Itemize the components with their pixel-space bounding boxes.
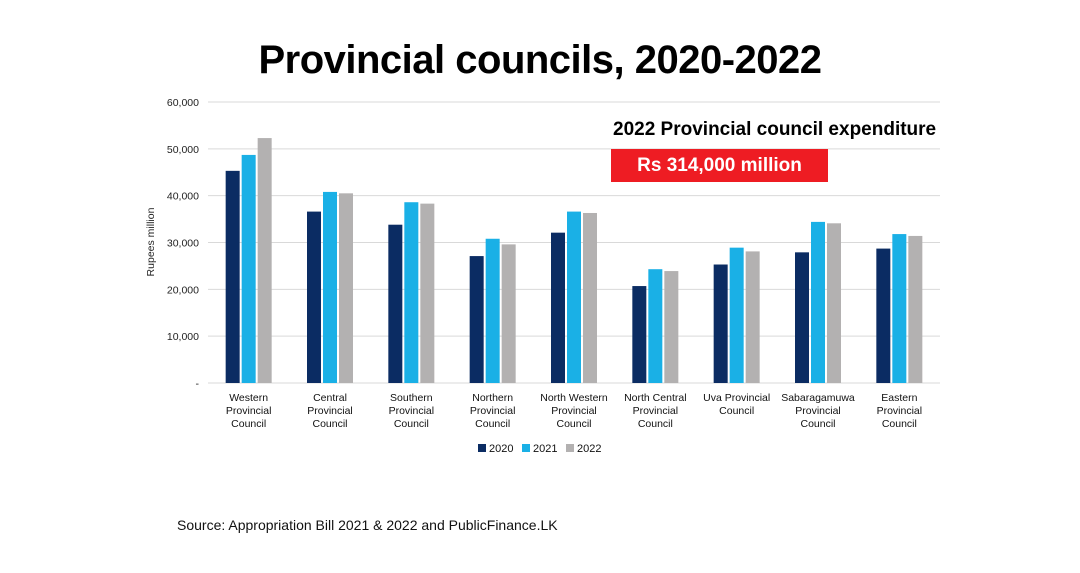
x-category-label: Sabaragamuwa Provincial Council — [781, 392, 855, 430]
callout-heading: 2022 Provincial council expenditure — [613, 119, 937, 140]
bar-2022 — [745, 251, 760, 383]
bars — [225, 138, 923, 383]
bar-2022 — [583, 212, 597, 383]
legend-swatch-2020 — [478, 444, 486, 452]
y-axis-ticks: - 10,000 20,000 30,000 40,000 50,000 60,000 — [167, 97, 200, 390]
bar-2021 — [648, 269, 663, 383]
legend-label-2021: 2021 — [533, 443, 557, 455]
bar-2021 — [892, 234, 907, 383]
legend: 2020 2021 2022 — [478, 443, 601, 455]
bar-2021 — [404, 202, 419, 383]
x-category-label: Southern Provincial Council — [389, 392, 435, 430]
bar-2020 — [307, 211, 321, 383]
bar-2020 — [876, 248, 891, 383]
bar-2021 — [567, 211, 581, 383]
x-category-label: North Western Provincial Council — [540, 392, 608, 430]
bar-2020 — [713, 264, 728, 383]
bar-2022 — [339, 193, 353, 383]
x-category-label: Northern Provincial Council — [470, 392, 516, 430]
bar-2020 — [469, 256, 484, 383]
bar-2021 — [485, 238, 500, 383]
y-tick-label: 30,000 — [167, 238, 199, 250]
legend-label-2020: 2020 — [489, 443, 513, 455]
x-category-label: Western Provincial Council — [226, 392, 272, 430]
bar-2022 — [257, 138, 272, 383]
chart-title: Provincial councils, 2020-2022 — [258, 38, 822, 82]
legend-swatch-2021 — [522, 444, 530, 452]
x-category-label: Uva Provincial Council — [703, 392, 770, 417]
bar-2020 — [795, 252, 809, 383]
y-tick-label: 60,000 — [167, 97, 199, 109]
bar-2021 — [729, 247, 744, 383]
bar-2022 — [501, 244, 516, 383]
x-axis-categories: Western Provincial Council Central Provincia… — [226, 392, 922, 430]
callout-amount-badge: Rs 314,000 million — [611, 149, 828, 182]
bar-2022 — [664, 271, 679, 383]
y-tick-label: 10,000 — [167, 331, 199, 343]
bar-2022 — [827, 223, 841, 383]
bar-2020 — [632, 286, 647, 383]
y-axis-label: Rupees million — [145, 207, 157, 276]
legend-label-2022: 2022 — [577, 443, 601, 455]
bar-2021 — [323, 191, 337, 383]
bar-2020 — [225, 170, 240, 383]
bar-2021 — [241, 154, 256, 383]
legend-swatch-2022 — [566, 444, 574, 452]
x-category-label: Central Provincial Council — [307, 392, 353, 430]
source-note: Source: Appropriation Bill 2021 & 2022 a… — [177, 517, 558, 533]
x-category-label: Eastern Provincial Council — [877, 392, 923, 430]
x-category-label: North Central Provincial Council — [624, 392, 686, 430]
y-tick-label: 50,000 — [167, 144, 199, 156]
bar-2021 — [811, 221, 825, 383]
bar-2020 — [551, 232, 565, 383]
y-tick-label: 20,000 — [167, 284, 199, 296]
y-tick-label: - — [196, 378, 200, 390]
y-tick-label: 40,000 — [167, 191, 199, 203]
bar-2022 — [420, 203, 435, 383]
bar-2020 — [388, 224, 403, 383]
bar-2022 — [908, 235, 923, 383]
